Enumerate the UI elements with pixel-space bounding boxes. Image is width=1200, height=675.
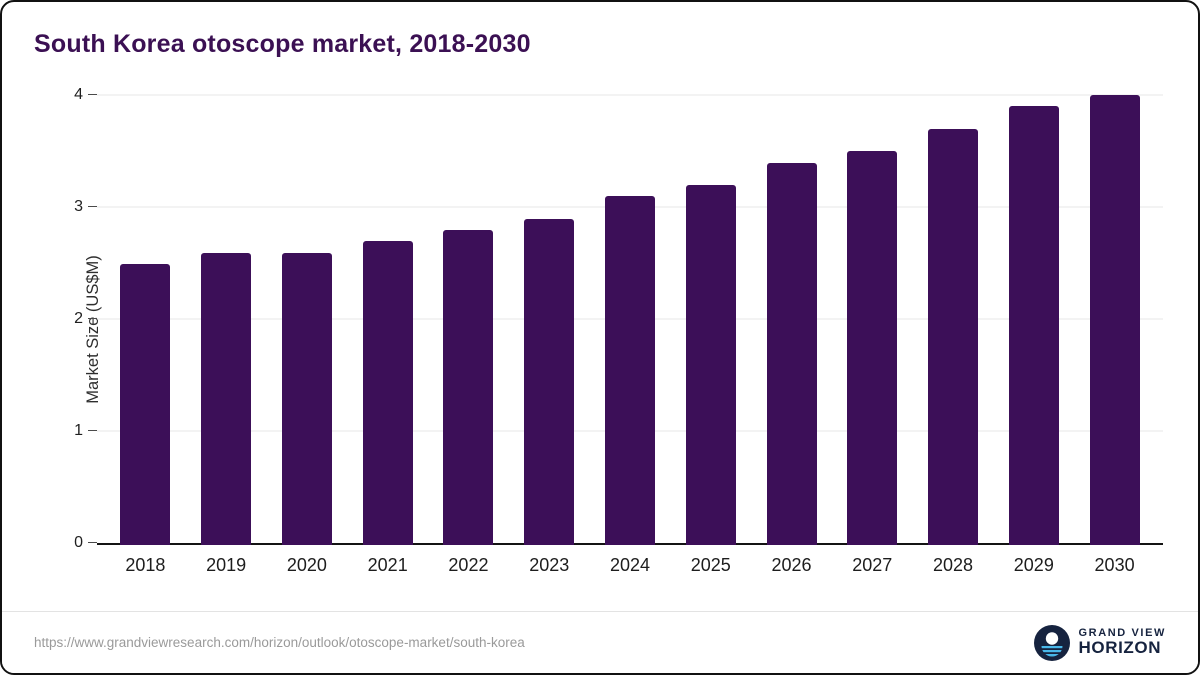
bar-slot [590, 95, 671, 545]
y-axis-tick-label: 1 [74, 422, 83, 439]
bar-2026 [766, 162, 817, 545]
x-axis-label: 2029 [1013, 555, 1054, 575]
y-axis-tick-label: 3 [74, 198, 83, 215]
x-axis-label: 2018 [125, 555, 166, 575]
y-axis-tick-label: 0 [74, 534, 83, 551]
x-axis-label: 2020 [286, 555, 327, 575]
bar-slot [832, 95, 913, 545]
bar-slot [993, 95, 1074, 545]
source-url: https://www.grandviewresearch.com/horizo… [34, 635, 525, 650]
x-axis-label: 2028 [933, 555, 974, 575]
logo-line-horizon: HORIZON [1078, 638, 1162, 658]
bar-slot [751, 95, 832, 545]
bar-2018 [120, 263, 171, 545]
bar-2025 [685, 185, 736, 545]
bar-slot [347, 95, 428, 545]
y-axis-tick-label: 4 [74, 86, 83, 103]
bar-2020 [281, 252, 332, 545]
x-axis-label: 2025 [690, 555, 731, 575]
x-axis-label: 2019 [206, 555, 247, 575]
x-axis-label: 2026 [771, 555, 812, 575]
y-axis-tick-mark [88, 318, 97, 319]
x-axis-label: 2021 [367, 555, 408, 575]
bar-slot [186, 95, 267, 545]
bar-2027 [847, 151, 898, 545]
x-axis-label: 2022 [448, 555, 489, 575]
logo-line-grand-view: GRAND VIEW [1078, 626, 1166, 639]
bar-slot [105, 95, 186, 545]
bar-2023 [524, 218, 575, 545]
x-axis-label: 2024 [609, 555, 650, 575]
x-axis-label: 2023 [529, 555, 570, 575]
gridline [97, 94, 1163, 96]
bar-2019 [201, 252, 252, 545]
bar-slot [913, 95, 994, 545]
bar-2030 [1089, 95, 1140, 545]
chart-title: South Korea otoscope market, 2018-2030 [34, 30, 531, 58]
brand-logo: GRAND VIEW HORIZON [1033, 624, 1167, 661]
y-axis-tick-mark [88, 542, 97, 543]
bars-row [97, 95, 1163, 545]
bar-slot [509, 95, 590, 545]
bar-2028 [928, 128, 979, 545]
x-axis-labels: 2018 2019 2020 2021 2022 2023 2024 2025 2026 2027… [97, 555, 1163, 576]
x-axis-label: 2030 [1094, 555, 1135, 575]
footer: https://www.grandviewresearch.com/horizo… [2, 611, 1198, 673]
grand-view-horizon-logo-icon [1033, 624, 1070, 661]
bar-2022 [443, 230, 494, 545]
bar-slot [670, 95, 751, 545]
y-axis-tick-mark [88, 94, 97, 95]
bar-2029 [1008, 106, 1059, 545]
bar-slot [428, 95, 509, 545]
bar-2024 [604, 196, 655, 545]
logo-text: GRAND VIEW HORIZON [1078, 626, 1167, 658]
y-axis-tick-mark [88, 430, 97, 431]
bar-2021 [362, 241, 413, 545]
y-axis-tick-label: 2 [74, 310, 83, 327]
x-axis-label: 2027 [852, 555, 893, 575]
bar-slot [267, 95, 348, 545]
y-axis-tick-mark [88, 206, 97, 207]
bar-slot [1074, 95, 1155, 545]
